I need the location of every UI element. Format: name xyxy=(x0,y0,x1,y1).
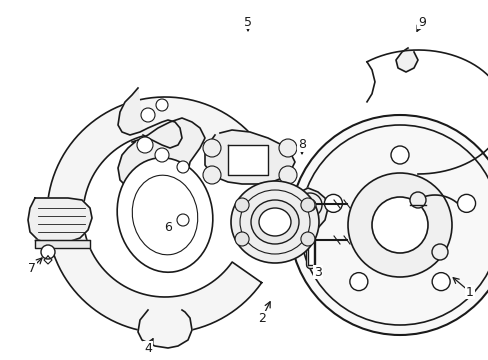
Text: 7: 7 xyxy=(28,261,36,274)
Polygon shape xyxy=(227,145,267,175)
Circle shape xyxy=(156,99,168,111)
Circle shape xyxy=(279,166,296,184)
Circle shape xyxy=(203,139,221,157)
Ellipse shape xyxy=(259,208,290,236)
Polygon shape xyxy=(118,88,182,148)
Circle shape xyxy=(324,194,342,212)
Ellipse shape xyxy=(117,158,212,272)
Circle shape xyxy=(177,161,189,173)
Circle shape xyxy=(141,108,155,122)
Polygon shape xyxy=(118,118,204,195)
Circle shape xyxy=(371,197,427,253)
Circle shape xyxy=(304,199,315,211)
Polygon shape xyxy=(138,310,192,348)
Circle shape xyxy=(289,115,488,335)
Text: 6: 6 xyxy=(164,221,172,234)
Polygon shape xyxy=(47,97,261,333)
Circle shape xyxy=(155,148,169,162)
Circle shape xyxy=(235,198,248,212)
Circle shape xyxy=(300,198,314,212)
Ellipse shape xyxy=(250,200,298,244)
Circle shape xyxy=(349,273,367,291)
Polygon shape xyxy=(28,198,92,244)
Circle shape xyxy=(457,194,475,212)
Circle shape xyxy=(235,232,248,246)
Text: 1: 1 xyxy=(465,285,473,298)
Text: 5: 5 xyxy=(244,15,251,28)
Circle shape xyxy=(297,193,321,217)
Circle shape xyxy=(279,139,296,157)
Text: 4: 4 xyxy=(144,342,152,355)
Polygon shape xyxy=(395,48,417,72)
Polygon shape xyxy=(35,240,90,248)
Circle shape xyxy=(409,192,425,208)
Polygon shape xyxy=(291,188,327,232)
Polygon shape xyxy=(204,130,294,184)
Circle shape xyxy=(431,244,447,260)
Text: 3: 3 xyxy=(313,265,321,279)
Circle shape xyxy=(203,166,221,184)
Circle shape xyxy=(137,137,153,153)
Circle shape xyxy=(300,232,314,246)
Circle shape xyxy=(431,273,449,291)
Text: 9: 9 xyxy=(417,15,425,28)
Text: 2: 2 xyxy=(258,311,265,324)
Text: 8: 8 xyxy=(297,139,305,152)
Circle shape xyxy=(390,146,408,164)
Ellipse shape xyxy=(230,181,318,263)
Circle shape xyxy=(177,214,189,226)
Circle shape xyxy=(41,245,55,259)
Circle shape xyxy=(347,173,451,277)
